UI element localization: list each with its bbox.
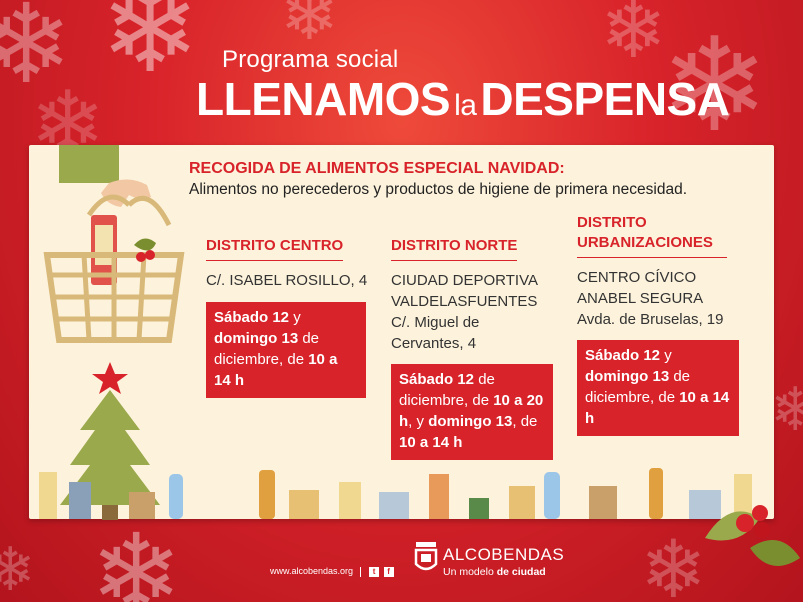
page-title: LLENAMOS la DESPENSA — [196, 72, 786, 126]
snowflake-icon: ❄ — [770, 376, 803, 443]
address-line: ANABEL SEGURA — [577, 290, 704, 307]
district-centro: DISTRITO CENTRO C/. ISABEL ROSILLO, 4 Sá… — [206, 236, 386, 398]
basket-icon — [43, 145, 185, 343]
title-part-2: la — [454, 89, 477, 122]
divider — [359, 566, 361, 577]
date-box: Sábado 12 y domingo 13 de diciembre, de … — [577, 340, 739, 436]
district-name: DISTRITO CENTRO — [206, 236, 344, 261]
date-day: Sábado 12 — [399, 371, 475, 388]
date-day: domingo 13 — [214, 330, 299, 347]
snowflake-icon: ❄ — [0, 536, 36, 602]
date-day: domingo 13 — [428, 413, 513, 430]
district-urbanizaciones: DISTRITO URBANIZACIONES CENTRO CÍVICO AN… — [577, 213, 747, 436]
date-hours: 10 a 20 h — [399, 392, 544, 430]
date-connector: , y — [408, 413, 429, 430]
date-connector: y — [660, 347, 672, 364]
district-norte: DISTRITO NORTE CIUDAD DEPORTIVA VALDELAS… — [391, 236, 556, 460]
footer-links: www.alcobendas.org t f — [270, 566, 394, 577]
date-hours: 10 a 14 h — [585, 389, 730, 427]
header: Programa social LLENAMOS la DESPENSA — [0, 0, 803, 140]
date-hours: 10 a 14 h — [399, 434, 463, 451]
logo-slogan: Un modelo de ciudad — [443, 566, 546, 578]
date-connector: de diciembre, de — [585, 368, 691, 406]
date-day: domingo 13 — [585, 368, 670, 385]
district-address: CIUDAD DEPORTIVA VALDELASFUENTES C/. Mig… — [391, 270, 556, 354]
date-box: Sábado 12 y domingo 13 de diciembre, de … — [206, 302, 366, 398]
date-box: Sábado 12 de diciembre, de 10 a 20 h, y … — [391, 364, 553, 460]
facebook-icon[interactable]: f — [383, 566, 394, 577]
logo-name: ALCOBENDAS — [443, 545, 565, 564]
christmas-tree-icon — [60, 362, 160, 520]
snowflake-icon: ❄ — [640, 525, 708, 602]
snowflake-icon: ❄ — [100, 0, 201, 97]
district-address: CENTRO CÍVICO ANABEL SEGURA Avda. de Bru… — [577, 267, 747, 330]
snowflake-icon: ❄ — [660, 12, 769, 158]
address-line: VALDELASFUENTES — [391, 293, 538, 310]
date-day: Sábado 12 — [585, 347, 661, 364]
slogan-text: Un modelo — [443, 566, 494, 578]
district-address: C/. ISABEL ROSILLO, 4 — [206, 272, 368, 289]
snowflake-icon: ❄ — [90, 513, 183, 602]
date-connector: de diciembre, de — [214, 330, 320, 368]
date-hours: 10 a 14 h — [214, 351, 338, 389]
twitter-icon[interactable]: t — [369, 566, 380, 577]
holly-icon — [705, 505, 800, 566]
snowflake-icon: ❄ — [0, 0, 73, 106]
date-connector: de diciembre, de — [399, 371, 495, 409]
program-label: Programa social — [222, 46, 399, 73]
intro-title: RECOGIDA DE ALIMENTOS ESPECIAL NAVIDAD: — [189, 160, 565, 177]
products-illustration — [39, 468, 752, 519]
date-day: Sábado 12 — [214, 309, 290, 326]
address-line: CENTRO CÍVICO — [577, 269, 697, 286]
website-link[interactable]: www.alcobendas.org — [270, 566, 354, 576]
title-part-1: LLENAMOS — [196, 73, 451, 125]
alcobendas-logo-icon — [414, 542, 438, 571]
address-line: C/. Miguel de Cervantes, 4 — [391, 314, 480, 352]
title-part-3: DESPENSA — [480, 73, 730, 125]
district-name: DISTRITO NORTE — [391, 236, 518, 261]
snowflake-icon: ❄ — [600, 0, 668, 74]
intro-subtitle: Alimentos no perecederos y productos de … — [189, 181, 688, 198]
date-connector: , de — [512, 413, 538, 430]
address-line: Avda. de Bruselas, 19 — [577, 311, 724, 328]
star-icon — [92, 362, 128, 394]
date-connector: y — [289, 309, 301, 326]
address-line: CIUDAD DEPORTIVA — [391, 272, 538, 289]
district-name: DISTRITO URBANIZACIONES — [577, 213, 727, 258]
snowflake-icon: ❄ — [280, 0, 339, 54]
slogan-bold: de ciudad — [496, 566, 546, 578]
